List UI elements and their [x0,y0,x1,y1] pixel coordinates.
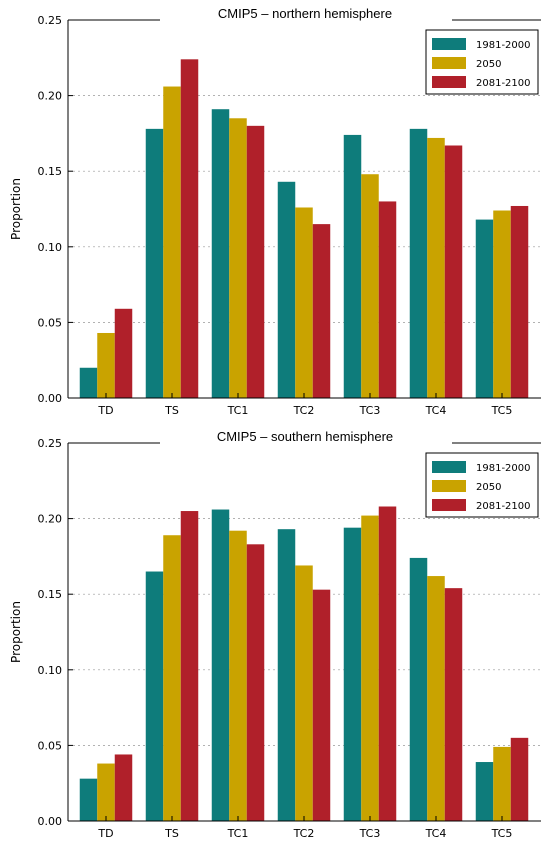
x-tick-label: TC3 [359,404,381,417]
bar-tc5-2081-2100 [510,205,529,398]
x-tick-label: TC4 [425,404,447,417]
y-tick-label: 0.00 [38,815,63,828]
bar-tc4-1981-2000 [409,128,428,398]
bar-tc5-2050 [493,746,511,821]
bar-tc5-2050 [493,210,511,398]
bar-td-2050 [97,332,115,398]
bar-tc2-2081-2100 [312,589,331,821]
x-tick-label: TS [164,827,179,840]
bar-tc2-1981-2000 [277,181,296,398]
x-tick-label: TC3 [359,827,381,840]
bar-td-1981-2000 [79,367,98,398]
chart-title: CMIP5 – northern hemisphere [218,6,392,21]
legend-swatch [432,499,466,511]
chart-title: CMIP5 – southern hemisphere [217,429,393,444]
legend-swatch [432,480,466,492]
bar-ts-1981-2000 [145,128,164,398]
bar-td-2081-2100 [114,308,133,398]
y-tick-label: 0.25 [38,437,63,450]
y-axis-label: Proportion [9,178,23,240]
x-tick-label: TC1 [227,404,249,417]
bar-tc1-2050 [229,530,247,821]
legend-swatch [432,76,466,88]
bar-ts-2081-2100 [180,511,199,821]
bar-tc4-2050 [427,137,445,398]
x-tick-label: TC4 [425,827,447,840]
legend-label: 2050 [476,482,501,493]
legend-swatch [432,461,466,473]
x-tick-label: TC5 [491,404,513,417]
bar-tc1-2081-2100 [246,125,265,398]
y-tick-label: 0.15 [38,165,63,178]
bar-ts-2081-2100 [180,59,199,398]
bar-tc4-1981-2000 [409,557,428,821]
y-tick-label: 0.00 [38,392,63,405]
bar-td-2081-2100 [114,754,133,821]
y-tick-label: 0.25 [38,14,63,27]
x-tick-label: TC1 [227,827,249,840]
bar-td-2050 [97,763,115,821]
bar-td-1981-2000 [79,778,98,821]
legend-label: 2081-2100 [476,78,531,89]
bar-tc3-2050 [361,174,379,398]
x-tick-label: TC2 [293,827,315,840]
bar-tc3-1981-2000 [343,527,362,821]
x-tick-label: TC2 [293,404,315,417]
bar-ts-1981-2000 [145,571,164,821]
bar-tc2-1981-2000 [277,529,296,821]
legend-swatch [432,38,466,50]
bar-tc1-2081-2100 [246,544,265,821]
bar-ts-2050 [163,535,181,821]
y-tick-label: 0.15 [38,588,63,601]
x-tick-label: TD [97,404,113,417]
bar-tc4-2081-2100 [444,588,463,821]
bar-tc4-2050 [427,576,445,821]
x-tick-label: TD [97,827,113,840]
chart-southern-hemisphere: 0.00 0.05 0.10 0.15 0.20 0.25 TD TS TC1 TC2 TC3 TC4… [9,429,541,840]
bar-tc3-2081-2100 [378,506,397,821]
y-tick-label: 0.05 [38,316,63,329]
y-tick-label: 0.20 [38,90,63,103]
bar-ts-2050 [163,86,181,398]
legend-label: 2081-2100 [476,501,531,512]
bar-tc5-1981-2000 [475,762,494,821]
y-tick-label: 0.10 [38,241,63,254]
y-tick-label: 0.20 [38,513,63,526]
legend-label: 1981-2000 [476,40,531,51]
y-axis-label: Proportion [9,601,23,663]
y-tick-label: 0.05 [38,739,63,752]
bar-tc1-1981-2000 [211,109,230,398]
x-tick-label: TS [164,404,179,417]
bar-tc1-2050 [229,118,247,398]
legend-swatch [432,57,466,69]
bar-tc2-2081-2100 [312,224,331,398]
bar-tc1-1981-2000 [211,509,230,821]
bar-tc5-2081-2100 [510,737,529,821]
bar-tc3-2081-2100 [378,201,397,398]
y-tick-label: 0.10 [38,664,63,677]
legend-label: 2050 [476,59,501,70]
bar-tc2-2050 [295,207,313,398]
bar-tc3-1981-2000 [343,134,362,399]
bar-tc4-2081-2100 [444,145,463,398]
bar-tc5-1981-2000 [475,219,494,398]
legend-label: 1981-2000 [476,463,531,474]
x-tick-label: TC5 [491,827,513,840]
bar-tc3-2050 [361,515,379,821]
bar-tc2-2050 [295,565,313,821]
chart-northern-hemisphere: 0.00 0.05 0.10 0.15 0.20 0.25 TD TS TC1 TC2 TC3 TC4… [9,6,541,417]
